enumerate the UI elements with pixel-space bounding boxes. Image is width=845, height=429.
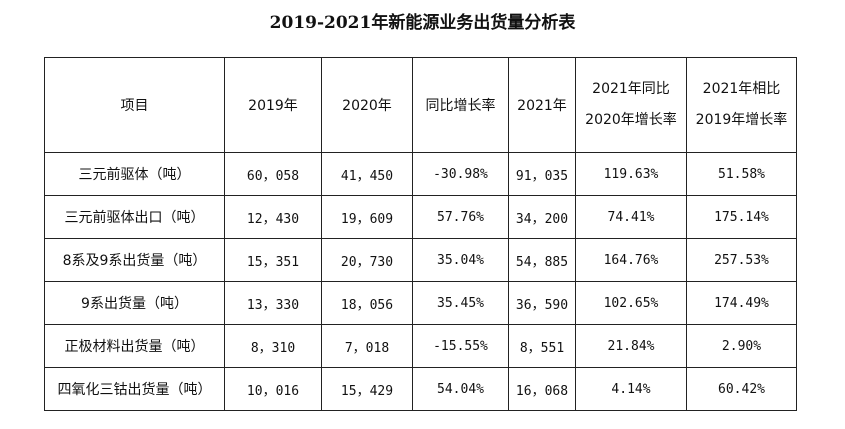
table-row: 三元前驱体出口（吨） 12，430 19，609 57.76% 34，200 74.41%… <box>44 195 797 239</box>
row-vs2019-cell: 174.49% <box>686 281 797 325</box>
row-2021-cell: 54，885 <box>508 238 576 282</box>
row-yoy-cell: 35.04% <box>412 238 509 282</box>
table-row: 8系及9系出货量（吨） 15，351 20，730 35.04% 54，885 164.7… <box>44 238 797 282</box>
row-item-cell: 四氧化三钴出货量（吨） <box>44 367 225 411</box>
row-item-cell: 8系及9系出货量（吨） <box>44 238 225 282</box>
row-2021-cell: 36，590 <box>508 281 576 325</box>
table-row: 9系出货量（吨） 13，330 18，056 35.45% 36，590 102.65% 1… <box>44 281 797 325</box>
row-vs2020-cell: 102.65% <box>575 281 687 325</box>
row-2019-cell: 12，430 <box>224 195 322 239</box>
header-item: 项目 <box>44 57 225 153</box>
row-yoy-cell: 57.76% <box>412 195 509 239</box>
row-yoy-cell: -15.55% <box>412 324 509 368</box>
row-item-cell: 三元前驱体出口（吨） <box>44 195 225 239</box>
row-2019-cell: 10，016 <box>224 367 322 411</box>
row-2020-cell: 15，429 <box>321 367 413 411</box>
header-2021-vs-2019: 2021年相比 2019年增长率 <box>686 57 797 153</box>
header-2019: 2019年 <box>224 57 322 153</box>
row-2020-cell: 41，450 <box>321 152 413 196</box>
header-2021: 2021年 <box>508 57 576 153</box>
row-2020-cell: 20，730 <box>321 238 413 282</box>
row-2021-cell: 8，551 <box>508 324 576 368</box>
row-2021-cell: 91，035 <box>508 152 576 196</box>
row-2019-cell: 60，058 <box>224 152 322 196</box>
table-row: 四氧化三钴出货量（吨） 10，016 15，429 54.04% 16，068 4.14%… <box>44 367 797 411</box>
table-row: 三元前驱体（吨） 60，058 41，450 -30.98% 91，035 119.63%… <box>44 152 797 196</box>
page-title: 2019-2021年新能源业务出货量分析表 <box>269 13 576 33</box>
row-yoy-cell: 54.04% <box>412 367 509 411</box>
row-vs2019-cell: 2.90% <box>686 324 797 368</box>
row-2019-cell: 15，351 <box>224 238 322 282</box>
table-body: 三元前驱体（吨） 60，058 41，450 -30.98% 91，035 119.63%… <box>44 152 797 411</box>
row-vs2020-cell: 119.63% <box>575 152 687 196</box>
row-2021-cell: 16，068 <box>508 367 576 411</box>
row-yoy-cell: -30.98% <box>412 152 509 196</box>
header-2021-vs-2020: 2021年同比 2020年增长率 <box>575 57 687 153</box>
row-2021-cell: 34，200 <box>508 195 576 239</box>
row-vs2020-cell: 4.14% <box>575 367 687 411</box>
header-2021-vs-2019-line2: 2019年增长率 <box>695 112 788 128</box>
row-2020-cell: 19，609 <box>321 195 413 239</box>
header-2021-vs-2020-line2: 2020年增长率 <box>585 112 677 128</box>
header-2021-vs-2020-line1: 2021年同比 <box>592 81 670 97</box>
header-2020: 2020年 <box>321 57 413 153</box>
header-row: 项目 2019年 2020年 同比增长率 2021年 2021年同比 2020年… <box>44 57 797 153</box>
row-vs2020-cell: 164.76% <box>575 238 687 282</box>
row-vs2020-cell: 21.84% <box>575 324 687 368</box>
row-2020-cell: 18，056 <box>321 281 413 325</box>
row-item-cell: 正极材料出货量（吨） <box>44 324 225 368</box>
row-vs2019-cell: 60.42% <box>686 367 797 411</box>
shipment-analysis-table: 项目 2019年 2020年 同比增长率 2021年 2021年同比 2020年… <box>44 57 797 411</box>
row-2020-cell: 7，018 <box>321 324 413 368</box>
header-2021-vs-2019-line1: 2021年相比 <box>702 81 781 97</box>
row-2019-cell: 8，310 <box>224 324 322 368</box>
row-yoy-cell: 35.45% <box>412 281 509 325</box>
row-item-cell: 9系出货量（吨） <box>44 281 225 325</box>
header-yoy: 同比增长率 <box>412 57 509 153</box>
row-2019-cell: 13，330 <box>224 281 322 325</box>
row-item-cell: 三元前驱体（吨） <box>44 152 225 196</box>
row-vs2019-cell: 175.14% <box>686 195 797 239</box>
row-vs2019-cell: 257.53% <box>686 238 797 282</box>
row-vs2019-cell: 51.58% <box>686 152 797 196</box>
table-row: 正极材料出货量（吨） 8，310 7，018 -15.55% 8，551 21.84% 2.… <box>44 324 797 368</box>
row-vs2020-cell: 74.41% <box>575 195 687 239</box>
